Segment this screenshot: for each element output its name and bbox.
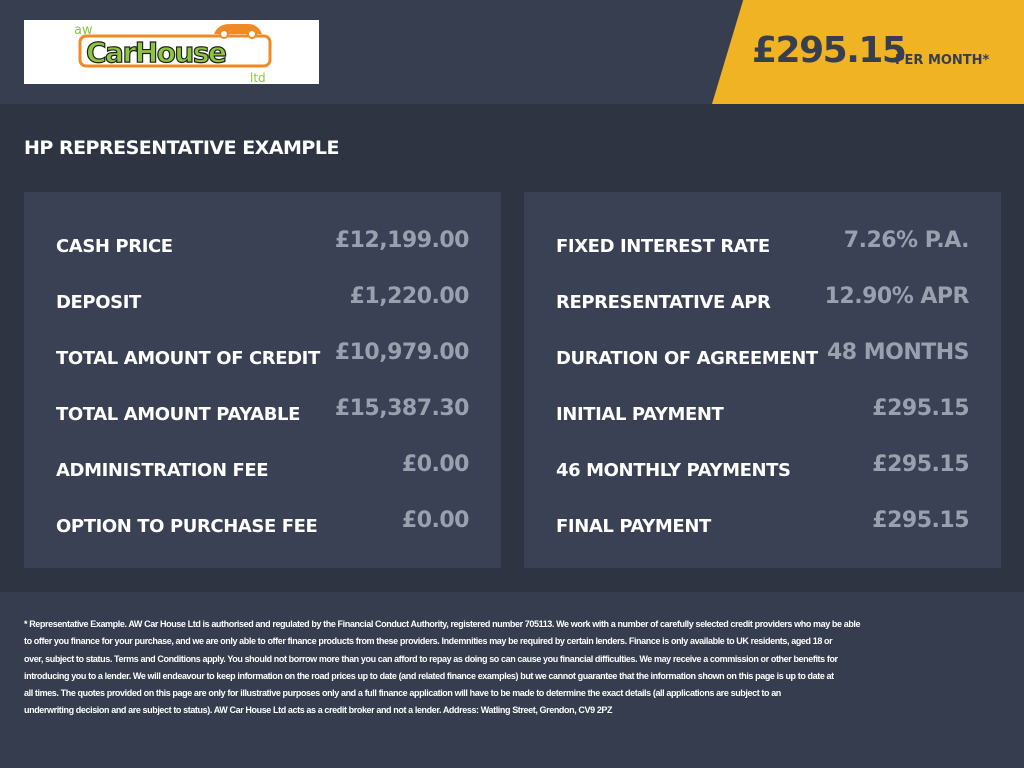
footer <box>0 592 1024 768</box>
per-month-label: PER MONTH* <box>895 53 990 68</box>
finance-value: £295.15 <box>872 396 969 421</box>
finance-row: FIXED INTEREST RATE 7.26% P.A. <box>556 228 970 258</box>
finance-value: £15,387.30 <box>334 396 470 421</box>
finance-row: DURATION OF AGREEMENT 48 MONTHS <box>556 340 970 370</box>
finance-value: 12.90% APR <box>824 284 970 309</box>
finance-row: TOTAL AMOUNT OF CREDIT £10,979.00 <box>56 340 470 370</box>
finance-label: DEPOSIT <box>56 292 141 313</box>
right-panel: FIXED INTEREST RATE 7.26% P.A. REPRESENTAT… <box>524 192 1001 568</box>
finance-row: INITIAL PAYMENT £295.15 <box>556 396 969 426</box>
monthly-price-banner <box>712 0 1024 104</box>
finance-label: INITIAL PAYMENT <box>556 404 724 425</box>
finance-label: FIXED INTEREST RATE <box>556 236 770 257</box>
finance-row: ADMINISTRATION FEE £0.00 <box>56 452 470 482</box>
disclaimer-line: over, subject to status. Terms and Condi… <box>24 653 838 664</box>
finance-label: REPRESENTATIVE APR <box>556 292 771 313</box>
finance-value: £10,979.00 <box>334 340 470 365</box>
logo[interactable]: aw CarHouse ltd <box>24 20 319 85</box>
disclaimer-line: underwriting decision and are subject to… <box>24 705 613 716</box>
disclaimer-line: to offer you finance for your purchase, … <box>24 636 833 647</box>
disclaimer-line: all times. The quotes provided on this p… <box>24 688 781 699</box>
finance-label: 46 MONTHLY PAYMENTS <box>556 460 791 481</box>
svg-text:ltd: ltd <box>250 71 266 84</box>
disclaimer-line: * Representative Example. AW Car House L… <box>24 619 861 629</box>
finance-label: CASH PRICE <box>56 236 173 257</box>
svg-text:aw: aw <box>74 23 93 38</box>
finance-value: £0.00 <box>401 508 470 533</box>
finance-value: 7.26% P.A. <box>843 228 970 253</box>
finance-row: OPTION TO PURCHASE FEE £0.00 <box>56 508 470 538</box>
finance-value: £0.00 <box>401 452 470 477</box>
finance-value: £295.15 <box>872 508 969 533</box>
left-panel: CASH PRICE £12,199.00 DEPOSIT £1,220.00 TOTA… <box>24 192 501 568</box>
section-title: HP REPRESENTATIVE EXAMPLE <box>24 137 339 159</box>
finance-row: 46 MONTHLY PAYMENTS £295.15 <box>556 452 969 482</box>
monthly-price: £295.15 <box>752 30 907 71</box>
finance-label: TOTAL AMOUNT PAYABLE <box>56 404 300 425</box>
finance-label: FINAL PAYMENT <box>556 516 711 537</box>
disclaimer: * Representative Example. AW Car House L… <box>24 616 1000 720</box>
finance-label: OPTION TO PURCHASE FEE <box>56 516 318 537</box>
finance-value: 48 MONTHS <box>826 340 970 365</box>
finance-label: DURATION OF AGREEMENT <box>556 348 818 369</box>
finance-row: CASH PRICE £12,199.00 <box>56 228 470 258</box>
finance-row: FINAL PAYMENT £295.15 <box>556 508 969 538</box>
finance-value: £295.15 <box>872 452 969 477</box>
finance-row: DEPOSIT £1,220.00 <box>56 284 470 314</box>
finance-row: REPRESENTATIVE APR 12.90% APR <box>556 284 970 314</box>
finance-row: TOTAL AMOUNT PAYABLE £15,387.30 <box>56 396 470 426</box>
finance-value: £1,220.00 <box>349 284 470 309</box>
finance-label: TOTAL AMOUNT OF CREDIT <box>56 348 320 369</box>
disclaimer-line: introducing you to a lender. We will end… <box>24 670 834 681</box>
svg-text:CarHouse: CarHouse <box>86 36 226 69</box>
finance-value: £12,199.00 <box>334 228 470 253</box>
finance-label: ADMINISTRATION FEE <box>56 460 269 481</box>
